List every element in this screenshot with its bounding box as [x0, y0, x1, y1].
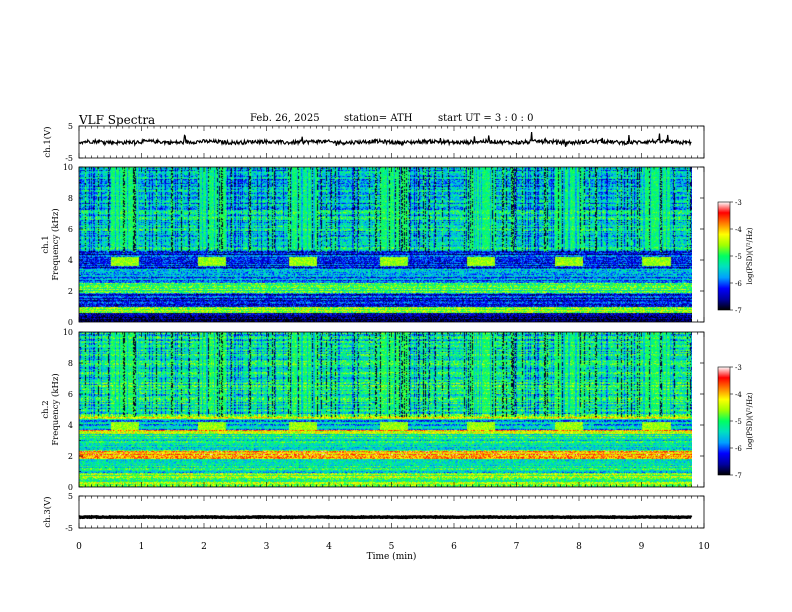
ch3-waveform-trace: [78, 514, 693, 520]
ch1-spectrogram-ylabel: ch.1: [41, 235, 51, 253]
x-tick-label: 2: [201, 542, 207, 552]
y-tick-label: 2: [68, 287, 73, 296]
ch2-spectrogram-colorbar: [717, 366, 731, 476]
y-tick-label: 8: [68, 359, 73, 368]
colorbar-tick-label: -4: [735, 226, 742, 234]
colorbar-tick-label: -6: [735, 280, 742, 288]
ch1-spectrogram-ylabel: Frequency (kHz): [50, 208, 61, 280]
station-label: station= ATH: [344, 113, 413, 124]
colorbar-tick-label: -3: [735, 199, 742, 207]
spectrogram-layer: [79, 167, 692, 487]
x-tick-label: 10: [698, 542, 710, 552]
colorbar-tick-label: -4: [735, 391, 742, 399]
x-tick-label: 5: [389, 542, 395, 552]
y-tick-label: 10: [63, 163, 73, 172]
colorbar-label: log(PSD)(V²/Hz): [746, 227, 754, 284]
ch1-spectrogram-image: [79, 167, 692, 322]
y-tick-label: 6: [68, 225, 73, 234]
ch1-spectrogram-colorbar: [717, 201, 731, 311]
y-tick-label: 10: [63, 328, 73, 337]
ch2-spectrogram-image: [79, 332, 692, 487]
ch1-waveform-trace: [78, 131, 692, 147]
y-tick-label: -5: [65, 154, 73, 163]
start-ut-label: start UT = 3 : 0 : 0: [438, 113, 534, 124]
colorbar-tick-label: -7: [735, 472, 742, 480]
y-tick-label: 4: [68, 421, 73, 430]
colorbar-tick-label: -5: [735, 253, 742, 261]
y-tick-label: 8: [68, 194, 73, 203]
x-tick-label: 9: [639, 542, 645, 552]
ch2-spectrogram-ylabel: ch.2: [41, 400, 51, 418]
x-tick-label: 3: [264, 542, 270, 552]
y-tick-label: 0: [68, 483, 73, 492]
x-tick-label: 4: [326, 542, 332, 552]
x-tick-label: 6: [451, 542, 457, 552]
waveform-layer: [78, 131, 693, 520]
colorbar-tick-label: -5: [735, 418, 742, 426]
colorbar-label: log(PSD)(V²/Hz): [746, 392, 754, 449]
colorbar-tick-label: -3: [735, 364, 742, 372]
y-tick-label: 0: [68, 318, 73, 327]
colorbar-tick-label: -6: [735, 445, 742, 453]
y-tick-label: 6: [68, 390, 73, 399]
axes-layer: 5 -5 ch.1(V) -3 -4 -5 -6 -7 log(PSD)(V²/Hz) 0 2 4 6 8…: [41, 122, 754, 562]
colorbar-tick-label: -7: [735, 307, 742, 315]
figure-title: VLF Spectra: [79, 113, 156, 127]
x-tick-label: 0: [76, 542, 82, 552]
date-label: Feb. 26, 2025: [250, 113, 320, 124]
y-tick-label: 5: [68, 122, 73, 131]
x-tick-label: 8: [576, 542, 582, 552]
ch1-waveform-ylabel: ch.1(V): [42, 126, 53, 157]
ch2-spectrogram-ylabel: Frequency (kHz): [50, 373, 61, 445]
y-tick-label: 5: [68, 492, 73, 501]
x-tick-label: 1: [139, 542, 145, 552]
x-tick-label: 7: [514, 542, 520, 552]
x-axis-label: Time (min): [367, 551, 417, 562]
y-tick-label: -5: [65, 524, 73, 533]
y-tick-label: 2: [68, 452, 73, 461]
y-tick-label: 4: [68, 256, 73, 265]
ch3-waveform-ylabel: ch.3(V): [42, 496, 53, 527]
